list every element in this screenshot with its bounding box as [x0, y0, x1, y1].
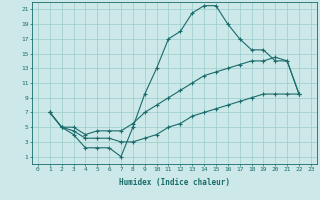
X-axis label: Humidex (Indice chaleur): Humidex (Indice chaleur) — [119, 178, 230, 187]
